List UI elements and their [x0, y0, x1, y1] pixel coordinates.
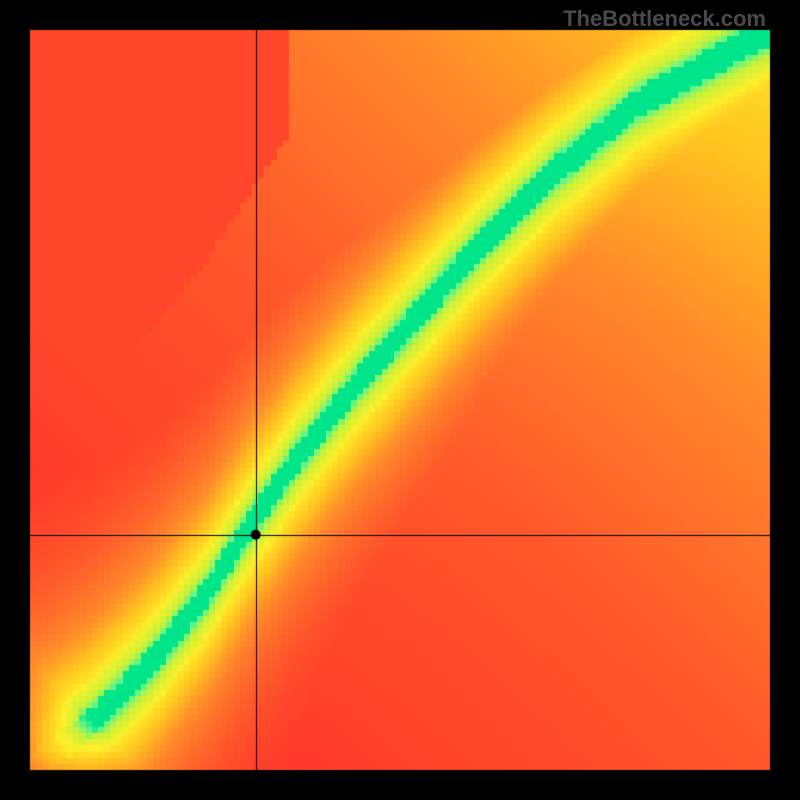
watermark-text: TheBottleneck.com	[563, 6, 766, 32]
bottleneck-heatmap	[0, 0, 800, 800]
chart-container: { "chart": { "type": "heatmap", "canvas_…	[0, 0, 800, 800]
